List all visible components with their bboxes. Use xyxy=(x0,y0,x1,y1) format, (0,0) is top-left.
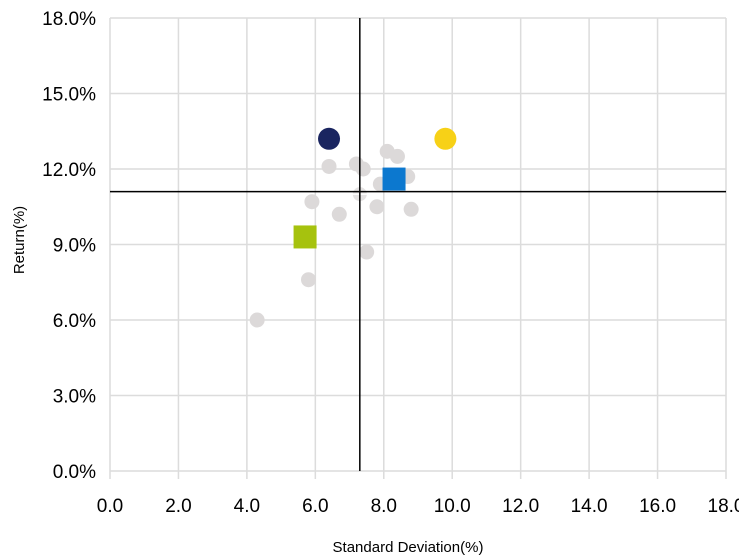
data-point xyxy=(300,272,316,288)
y-tick-label: 3.0% xyxy=(53,387,96,408)
data-point xyxy=(293,225,317,249)
data-point xyxy=(318,127,341,150)
y-tick-label: 0.0% xyxy=(53,462,96,483)
data-point xyxy=(359,244,375,260)
crosshair-lines xyxy=(110,18,726,471)
x-tick-label: 0.0 xyxy=(97,496,123,517)
x-axis-title: Standard Deviation(%) xyxy=(333,539,484,556)
grid-lines xyxy=(109,17,727,479)
y-tick-label: 18.0% xyxy=(42,9,96,30)
x-tick-label: 8.0 xyxy=(371,496,397,517)
x-tick-label: 18.0 xyxy=(708,496,739,517)
data-point xyxy=(249,312,265,328)
data-points xyxy=(249,127,457,328)
data-point xyxy=(355,161,371,177)
data-point xyxy=(389,148,405,164)
y-tick-label: 12.0% xyxy=(42,160,96,181)
y-axis-title: Return(%) xyxy=(11,206,28,274)
data-point xyxy=(369,199,385,215)
data-point xyxy=(331,206,347,222)
y-tick-label: 15.0% xyxy=(42,85,96,106)
x-tick-label: 10.0 xyxy=(434,496,471,517)
x-tick-label: 6.0 xyxy=(302,496,328,517)
y-tick-label: 9.0% xyxy=(53,236,96,257)
data-point xyxy=(434,127,457,150)
x-tick-label: 14.0 xyxy=(571,496,608,517)
data-point xyxy=(403,201,419,217)
x-tick-label: 12.0 xyxy=(502,496,539,517)
data-point xyxy=(304,194,320,210)
x-tick-label: 16.0 xyxy=(639,496,676,517)
x-tick-label: 4.0 xyxy=(234,496,260,517)
data-point xyxy=(321,158,337,174)
y-tick-label: 6.0% xyxy=(53,311,96,332)
x-tick-labels: 0.0 2.0 4.0 6.0 8.0 10.0 12.0 14.0 16.0 18.0 xyxy=(97,496,739,517)
x-tick-label: 2.0 xyxy=(165,496,191,517)
y-tick-labels: 0.0% 3.0% 6.0% 9.0% 12.0% 15.0% 18.0% xyxy=(42,9,96,483)
data-point xyxy=(382,167,406,191)
